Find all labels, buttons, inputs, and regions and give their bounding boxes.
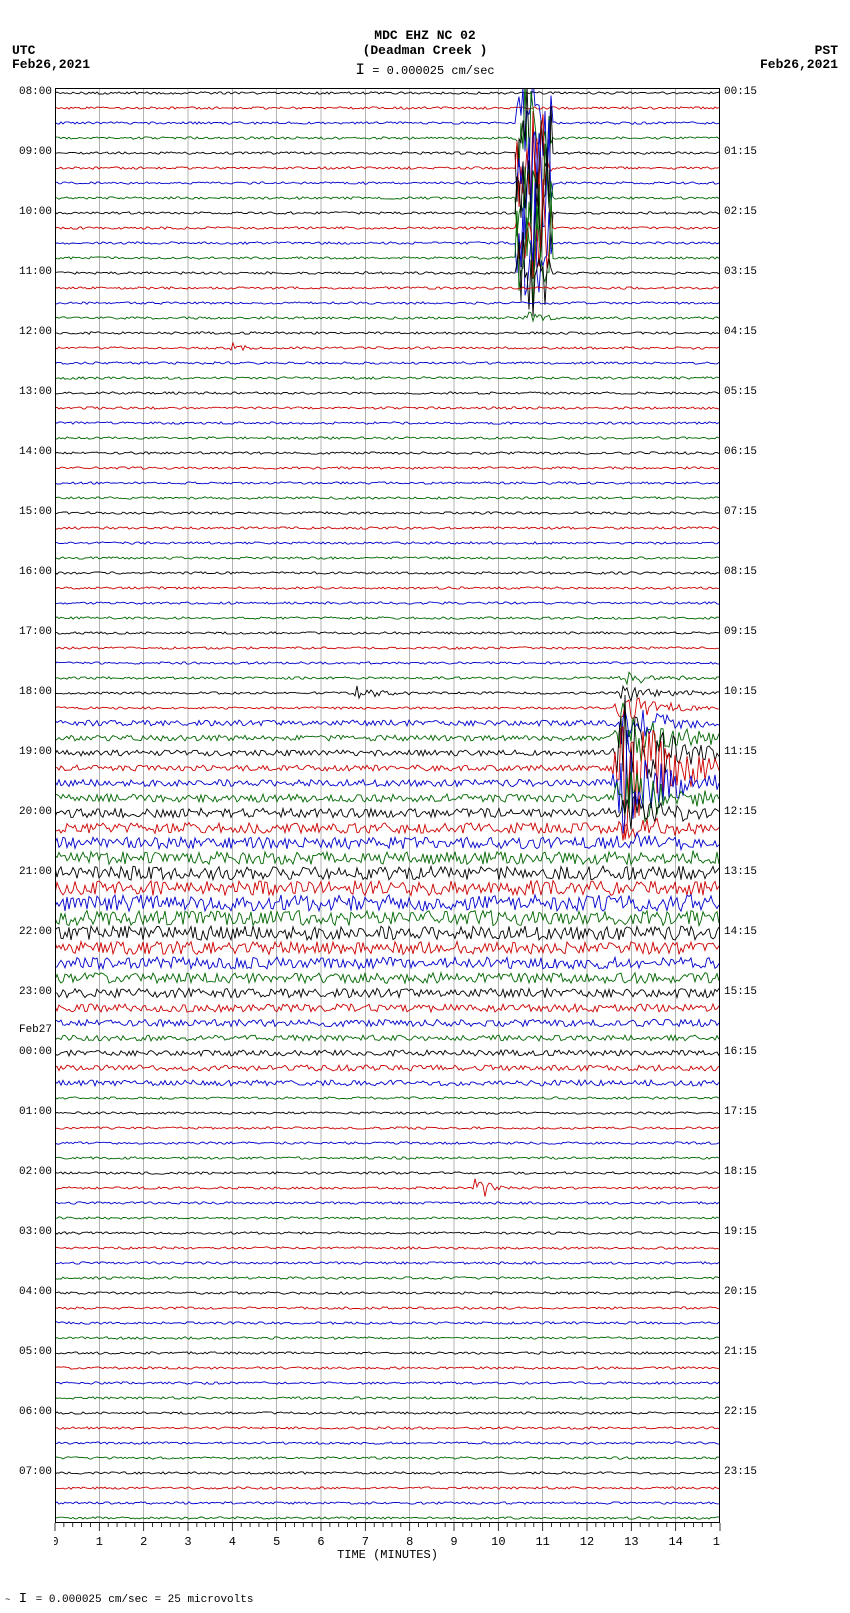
pst-hour-label: 01:15 (724, 146, 757, 158)
scale-bar: I = 0.000025 cm/sec (0, 61, 850, 79)
pst-hour-label: 07:15 (724, 506, 757, 518)
pst-hour-label: 04:15 (724, 326, 757, 338)
pst-hour-label: 18:15 (724, 1166, 757, 1178)
utc-hour-label: 02:00 (4, 1166, 52, 1178)
utc-hour-label: 19:00 (4, 746, 52, 758)
page: MDC EHZ NC 02 (Deadman Creek ) I = 0.000… (0, 0, 850, 1613)
svg-text:14: 14 (668, 1535, 682, 1549)
pst-hour-label: 22:15 (724, 1406, 757, 1418)
utc-hour-label: 14:00 (4, 446, 52, 458)
pst-hour-label: 21:15 (724, 1346, 757, 1358)
utc-hour-label: 05:00 (4, 1346, 52, 1358)
utc-hour-label: 13:00 (4, 386, 52, 398)
utc-hour-label: 08:00 (4, 86, 52, 98)
utc-hour-label: 15:00 (4, 506, 52, 518)
utc-hour-label: 09:00 (4, 146, 52, 158)
pst-hour-label: 10:15 (724, 686, 757, 698)
pst-hour-label: 15:15 (724, 986, 757, 998)
pst-hour-label: 02:15 (724, 206, 757, 218)
svg-text:11: 11 (535, 1535, 549, 1549)
svg-text:3: 3 (184, 1535, 191, 1549)
svg-text:15: 15 (713, 1535, 721, 1549)
utc-hour-label: 04:00 (4, 1286, 52, 1298)
utc-hour-label: 07:00 (4, 1466, 52, 1478)
pst-hour-label: 11:15 (724, 746, 757, 758)
utc-hour-label: 06:00 (4, 1406, 52, 1418)
pst-hour-label: 08:15 (724, 566, 757, 578)
pst-hour-label: 13:15 (724, 866, 757, 878)
tz-right-label: PST (815, 43, 838, 58)
utc-hour-label: 18:00 (4, 686, 52, 698)
pst-hour-label: 12:15 (724, 806, 757, 818)
pst-hour-label: 09:15 (724, 626, 757, 638)
utc-hour-label: 00:00 (4, 1046, 52, 1058)
scale-bar-text: = 0.000025 cm/sec (372, 64, 494, 78)
utc-hour-label: 11:00 (4, 266, 52, 278)
utc-hour-label: Feb27 (4, 1024, 52, 1036)
utc-hour-label: 22:00 (4, 926, 52, 938)
pst-hour-label: 05:15 (724, 386, 757, 398)
pst-hour-label: 06:15 (724, 446, 757, 458)
svg-text:6: 6 (317, 1535, 324, 1549)
svg-text:5: 5 (273, 1535, 280, 1549)
tz-left-label: UTC (12, 43, 35, 58)
footer-scale: ~ I = 0.000025 cm/sec = 25 microvolts (5, 1591, 253, 1607)
utc-hour-label: 10:00 (4, 206, 52, 218)
svg-text:12: 12 (580, 1535, 594, 1549)
utc-hour-label: 17:00 (4, 626, 52, 638)
footer-text: = 0.000025 cm/sec = 25 microvolts (36, 1594, 254, 1606)
pst-hour-label: 14:15 (724, 926, 757, 938)
svg-text:13: 13 (624, 1535, 638, 1549)
svg-text:10: 10 (491, 1535, 505, 1549)
pst-hour-label: 03:15 (724, 266, 757, 278)
station-subtitle: (Deadman Creek ) (0, 43, 850, 58)
pst-hour-label: 19:15 (724, 1226, 757, 1238)
date-right-label: Feb26,2021 (760, 57, 838, 72)
pst-hour-label: 20:15 (724, 1286, 757, 1298)
seismogram-plot (55, 88, 720, 1523)
utc-hour-label: 20:00 (4, 806, 52, 818)
pst-hour-label: 23:15 (724, 1466, 757, 1478)
svg-text:9: 9 (450, 1535, 457, 1549)
pst-hour-label: 16:15 (724, 1046, 757, 1058)
svg-text:7: 7 (362, 1535, 369, 1549)
svg-text:0: 0 (54, 1535, 59, 1549)
svg-text:4: 4 (229, 1535, 236, 1549)
utc-hour-label: 23:00 (4, 986, 52, 998)
pst-hour-label: 00:15 (724, 86, 757, 98)
header: MDC EHZ NC 02 (Deadman Creek ) I = 0.000… (0, 28, 850, 79)
pst-hour-label: 17:15 (724, 1106, 757, 1118)
utc-hour-label: 12:00 (4, 326, 52, 338)
utc-hour-label: 16:00 (4, 566, 52, 578)
utc-hour-label: 21:00 (4, 866, 52, 878)
utc-hour-label: 03:00 (4, 1226, 52, 1238)
svg-text:8: 8 (406, 1535, 413, 1549)
svg-text:2: 2 (140, 1535, 147, 1549)
station-title: MDC EHZ NC 02 (0, 28, 850, 43)
date-left-label: Feb26,2021 (12, 57, 90, 72)
svg-text:1: 1 (96, 1535, 103, 1549)
utc-hour-label: 01:00 (4, 1106, 52, 1118)
